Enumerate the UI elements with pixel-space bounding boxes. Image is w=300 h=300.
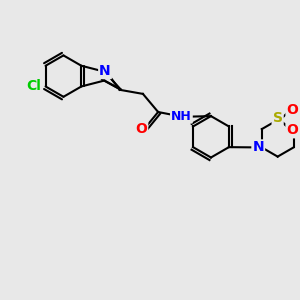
- Text: O: O: [286, 103, 298, 117]
- Text: O: O: [286, 123, 298, 137]
- Text: S: S: [273, 112, 283, 125]
- Text: N: N: [252, 140, 264, 154]
- Text: O: O: [135, 122, 147, 136]
- Text: Cl: Cl: [26, 80, 41, 94]
- Text: N: N: [99, 64, 111, 78]
- Text: NH: NH: [171, 110, 192, 123]
